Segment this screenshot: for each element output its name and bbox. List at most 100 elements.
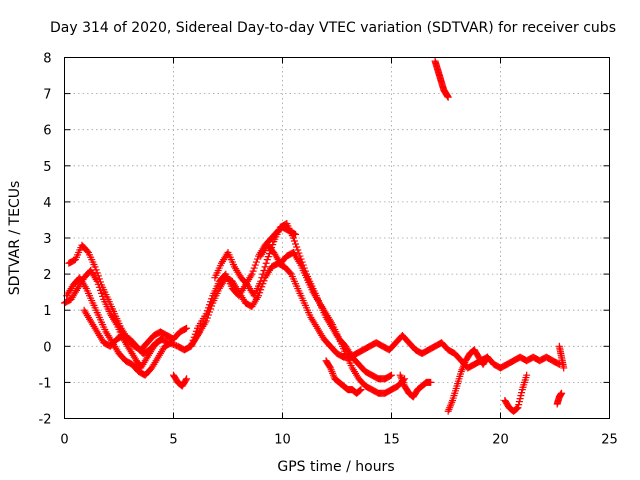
data-point [257, 277, 265, 285]
data-point [427, 378, 435, 386]
data-point [95, 275, 103, 283]
data-point [513, 404, 521, 412]
data-point [517, 392, 525, 400]
y-tick-label: 4 [43, 196, 51, 211]
y-tick-label: 8 [43, 52, 51, 67]
y-tick-label: -2 [39, 413, 52, 428]
data-point [560, 364, 568, 372]
data-point [91, 263, 99, 271]
series-E [170, 371, 191, 390]
data-point [159, 335, 167, 343]
data-point [558, 389, 566, 397]
data-point [554, 360, 562, 368]
x-axis-ticks: 0 5 10 15 20 25 [60, 57, 618, 448]
data-point [512, 405, 520, 413]
data-point [293, 243, 301, 251]
y-tick-label: 2 [43, 268, 51, 283]
data-point [357, 386, 365, 394]
data-point [83, 247, 91, 255]
data-points [61, 57, 568, 415]
x-tick-label: 5 [169, 433, 177, 448]
series-F [187, 259, 563, 372]
data-point [208, 302, 216, 310]
data-point [326, 363, 334, 371]
y-tick-label: 0 [43, 340, 51, 355]
data-point [294, 246, 302, 254]
y-axis-label: SDTVAR / TECUs [7, 181, 23, 296]
x-tick-label: 15 [383, 433, 400, 448]
series-K [431, 57, 452, 101]
data-point [93, 269, 101, 277]
y-tick-label: 3 [43, 232, 51, 247]
data-point [183, 375, 191, 383]
data-point [205, 308, 213, 316]
data-point [264, 253, 272, 261]
series-N [553, 389, 566, 408]
data-point [258, 274, 266, 282]
data-point [250, 264, 258, 272]
data-point [181, 325, 189, 333]
data-point [290, 237, 298, 245]
data-point [295, 249, 303, 257]
data-point [292, 240, 300, 248]
series-A [61, 223, 300, 372]
data-point [262, 259, 270, 267]
data-point [166, 339, 174, 347]
series-J [396, 371, 435, 401]
data-point [515, 398, 523, 406]
data-point [516, 395, 524, 403]
data-point [92, 266, 100, 274]
y-tick-label: 1 [43, 304, 51, 319]
x-tick-label: 0 [60, 433, 68, 448]
data-point [253, 255, 261, 263]
y-tick-label: -1 [39, 376, 52, 391]
data-point [260, 266, 268, 274]
x-tick-label: 20 [492, 433, 509, 448]
data-point [263, 256, 271, 264]
data-point [388, 371, 395, 379]
data-point [94, 272, 102, 280]
data-point [286, 269, 294, 277]
y-tick-label: 5 [43, 160, 51, 175]
data-point [356, 387, 364, 395]
data-point [98, 289, 106, 297]
data-point [251, 261, 259, 269]
series-D [80, 306, 167, 358]
data-point [289, 234, 297, 242]
x-axis-label: GPS time / hours [277, 459, 394, 475]
data-point [183, 324, 191, 332]
data-point [292, 230, 300, 238]
x-tick-label: 10 [274, 433, 291, 448]
data-point [518, 389, 526, 397]
series-L [444, 346, 491, 415]
data-point [483, 353, 491, 361]
y-tick-label: 7 [43, 88, 51, 103]
y-axis-ticks: -2 -1 0 1 2 3 4 5 6 7 8 [39, 52, 610, 428]
data-point [158, 336, 166, 344]
data-point [182, 376, 190, 384]
data-point [515, 401, 523, 409]
data-point [356, 386, 364, 394]
plot-frame [64, 57, 610, 419]
y-tick-label: 6 [43, 124, 51, 139]
chart-title: Day 314 of 2020, Sidereal Day-to-day VTE… [50, 20, 616, 36]
data-point [514, 404, 522, 412]
data-point [96, 278, 104, 286]
series-C [65, 241, 191, 354]
data-point [257, 286, 265, 294]
data-point [483, 354, 491, 362]
data-point [259, 270, 267, 278]
data-point [207, 305, 215, 313]
series-I [322, 357, 365, 397]
data-point [269, 241, 277, 249]
data-point [386, 372, 394, 380]
data-point [261, 263, 269, 271]
data-point [202, 317, 210, 325]
x-tick-label: 25 [601, 433, 618, 448]
series-O [555, 342, 568, 372]
data-point [248, 270, 256, 278]
data-point [444, 93, 452, 101]
series-M [501, 371, 531, 415]
data-point [204, 311, 212, 319]
